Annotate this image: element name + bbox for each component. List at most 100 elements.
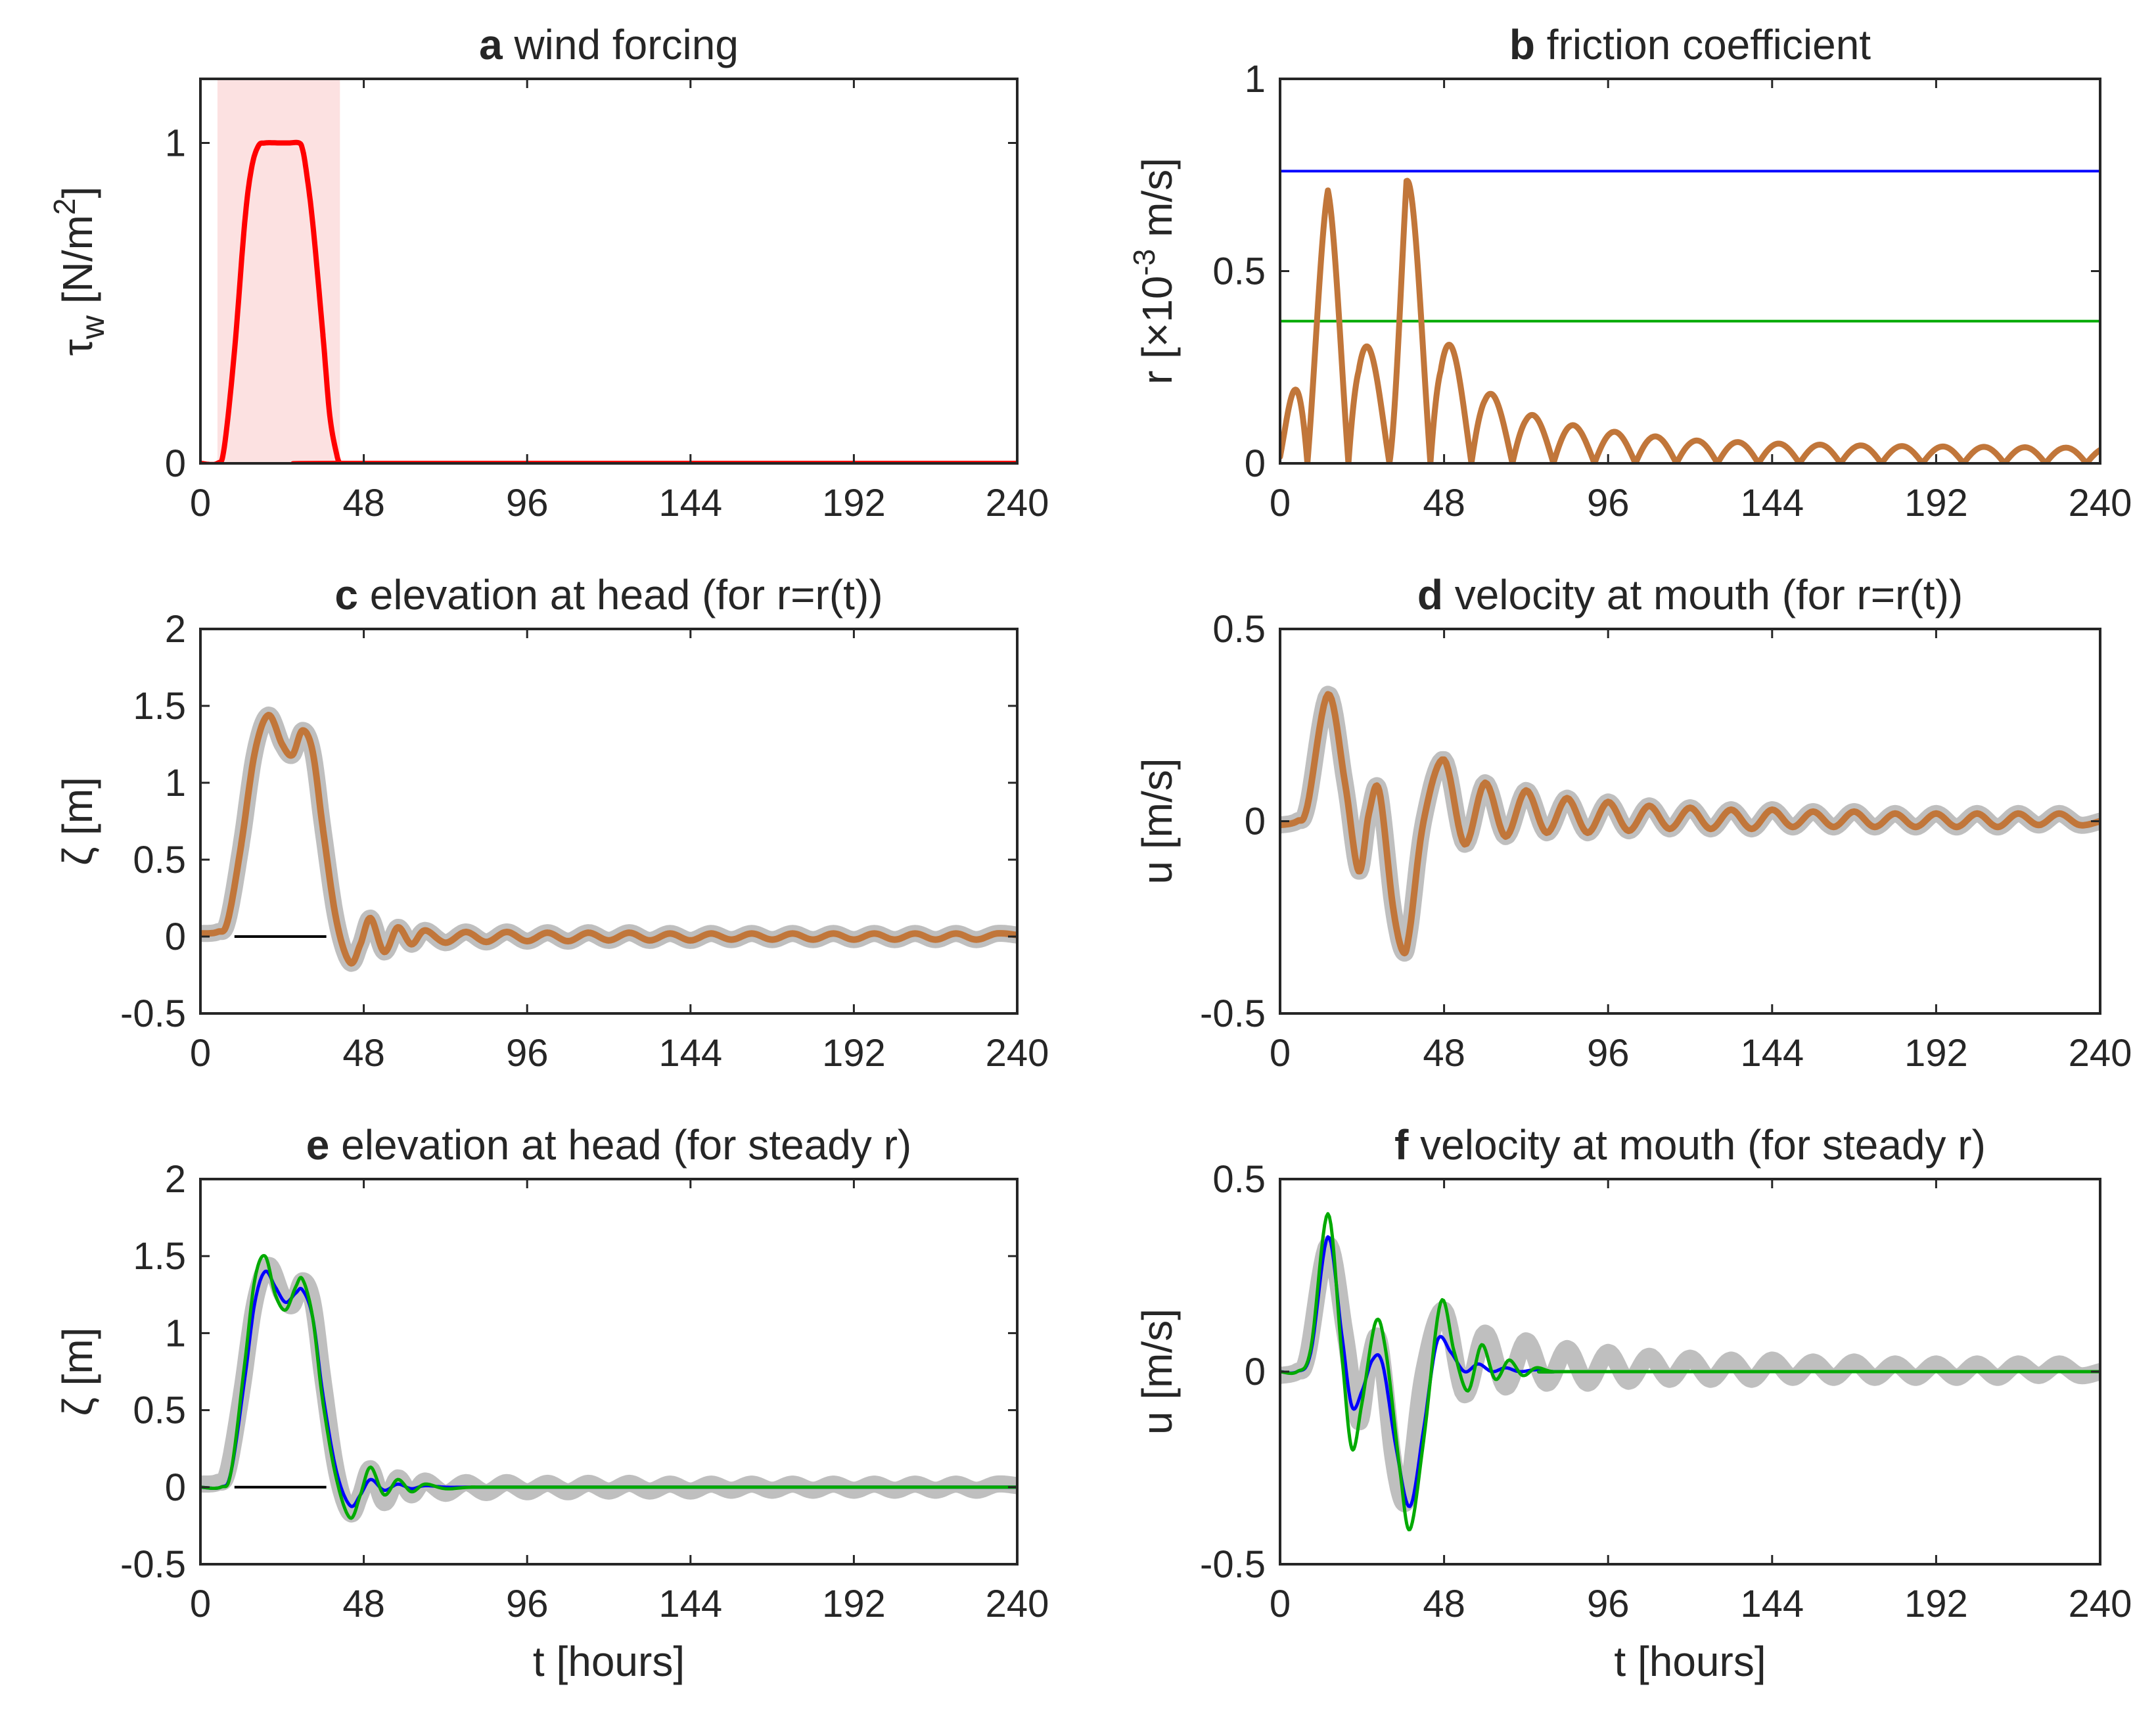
y-tick-label: -0.5	[1200, 1543, 1266, 1586]
x-tick-label: 192	[1904, 1583, 1968, 1625]
x-tick-label: 48	[1423, 482, 1465, 524]
y-tick-label: -0.5	[120, 1543, 186, 1586]
series-line-1	[1280, 1236, 2100, 1512]
x-tick-label: 0	[1270, 1032, 1291, 1075]
panel-title: e elevation at head (for steady r)	[306, 1121, 911, 1169]
ylabel-superscript: -3	[1127, 249, 1161, 276]
ylabel-text: u [m/s]	[1134, 758, 1181, 884]
x-tick-label: 192	[822, 482, 886, 524]
panel-f: 0 48 96 144 192 240-0.500.5f velocity at mout…	[1134, 1121, 2132, 1685]
plot-area	[200, 1254, 1017, 1523]
series-line-1	[200, 139, 1017, 463]
x-tick-label: 240	[986, 1032, 1049, 1075]
y-tick-label: 1	[165, 762, 186, 804]
y-tick-label: 0.5	[133, 1389, 186, 1432]
x-axis-label: t [hours]	[1614, 1638, 1766, 1685]
panel-c: 0 48 96 144 192 240-0.500.511.52c elevation a…	[54, 571, 1049, 1075]
panel-title: c elevation at head (for r=r(t))	[334, 571, 883, 618]
series-line-3	[200, 1254, 1017, 1520]
series-line-2	[1280, 691, 2100, 957]
x-tick-label: 144	[1740, 1032, 1804, 1075]
panel-title: f velocity at mouth (for steady r)	[1394, 1121, 1986, 1169]
ylabel-text: r [×10	[1134, 276, 1181, 384]
panel-letter: e	[306, 1121, 341, 1169]
y-tick-label: 0	[1245, 1351, 1266, 1393]
panel-d: 0 48 96 144 192 240-0.500.5d velocity at mout…	[1134, 571, 2132, 1075]
panel-letter: b	[1509, 21, 1547, 68]
x-tick-label: 96	[506, 1583, 549, 1625]
ylabel-text: ζ [m]	[54, 1328, 101, 1416]
y-tick-label: 1	[1245, 58, 1266, 101]
x-tick-label: 240	[986, 482, 1049, 524]
y-tick-label: 0.5	[1212, 1158, 1266, 1201]
y-tick-label: 2	[165, 608, 186, 651]
panel-title-text: friction coefficient	[1547, 21, 1871, 68]
panel-title: a wind forcing	[479, 21, 739, 68]
x-tick-label: 96	[1587, 1032, 1630, 1075]
panel-letter: a	[479, 21, 514, 68]
shaded-region	[217, 79, 340, 463]
axes-box	[199, 78, 1019, 465]
x-tick-label: 96	[506, 1032, 549, 1075]
panel-title-text: wind forcing	[513, 21, 739, 68]
plot-area	[1280, 170, 2100, 463]
x-tick-label: 96	[1587, 1583, 1630, 1625]
plot-area	[200, 139, 1017, 463]
y-axis-label: r [×10-3 m/s]	[1127, 158, 1181, 384]
y-axis-label: ζ [m]	[54, 777, 101, 866]
y-tick-label: 1	[165, 1312, 186, 1355]
y-tick-label: 0	[1245, 442, 1266, 485]
x-tick-label: 192	[822, 1583, 886, 1625]
x-tick-label: 48	[1423, 1583, 1465, 1625]
x-tick-label: 240	[2069, 1583, 2132, 1625]
plot-area	[1280, 685, 2100, 962]
x-tick-label: 144	[1740, 482, 1804, 524]
x-tick-label: 48	[1423, 1032, 1465, 1075]
x-tick-label: 192	[1904, 1032, 1968, 1075]
x-tick-label: 48	[342, 1583, 385, 1625]
y-axis-label: u [m/s]	[1134, 758, 1181, 884]
x-tick-label: 240	[2069, 1032, 2132, 1075]
x-tick-label: 192	[822, 1032, 886, 1075]
y-axis-label: τw [N/m2]	[47, 187, 111, 356]
panel-e: 0 48 96 144 192 240-0.500.511.52e elevation a…	[54, 1121, 1049, 1685]
ylabel-superscript: 2	[47, 198, 81, 215]
ylabel-text: ζ [m]	[54, 777, 101, 866]
y-tick-label: 0.5	[1212, 250, 1266, 293]
x-tick-label: 144	[658, 1032, 722, 1075]
series-line-2	[200, 712, 1017, 967]
x-tick-label: 144	[1740, 1583, 1804, 1625]
x-tick-label: 144	[658, 482, 722, 524]
x-tick-label: 96	[1587, 482, 1630, 524]
panel-title: b friction coefficient	[1509, 21, 1871, 68]
series-line-1	[1280, 685, 2100, 962]
panel-letter: d	[1417, 571, 1455, 618]
panel-letter: c	[334, 571, 369, 618]
x-tick-label: 0	[190, 1583, 211, 1625]
y-tick-label: 0.5	[133, 839, 186, 881]
x-tick-label: 240	[986, 1583, 1049, 1625]
ylabel-text: [N/m	[54, 215, 101, 315]
ylabel-text: ]	[54, 187, 101, 198]
panel-b: 0 48 96 144 192 240 0 0.5 1 b friction coefficien…	[1127, 21, 2132, 524]
y-axis-label: u [m/s]	[1134, 1309, 1181, 1435]
panel-title-text: velocity at mouth (for steady r)	[1420, 1121, 1986, 1169]
panel-a: 0 48 96 144 192 240 0 1 a wind forcing τw [N/m2]	[47, 21, 1049, 524]
x-tick-label: 0	[1270, 1583, 1291, 1625]
y-tick-label: 1.5	[133, 1235, 186, 1278]
y-tick-label: -0.5	[120, 992, 186, 1035]
y-tick-label: 0	[165, 442, 186, 485]
x-tick-label: 144	[658, 1583, 722, 1625]
x-tick-label: 240	[2069, 482, 2132, 524]
series-line-3	[1280, 177, 2100, 463]
x-tick-label: 0	[190, 482, 211, 524]
y-tick-label: 0.5	[1212, 608, 1266, 651]
y-tick-label: 0	[1245, 801, 1266, 843]
ylabel-text: τ	[54, 339, 101, 356]
panel-title-text: velocity at mouth (for r=r(t))	[1455, 571, 1963, 618]
series-line-2	[200, 1269, 1017, 1508]
ylabel-subscript: w	[74, 315, 111, 340]
y-tick-label: 1	[165, 122, 186, 165]
x-axis-label: t [hours]	[533, 1638, 685, 1685]
